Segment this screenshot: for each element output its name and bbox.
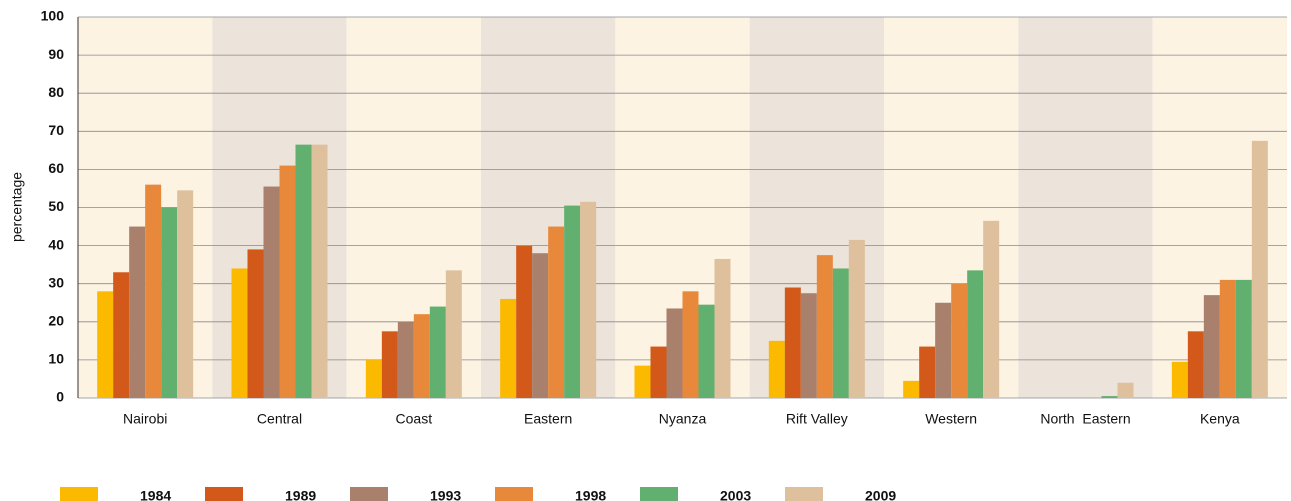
bar [1117,382,1134,398]
legend-swatch [205,487,243,501]
legend-label: 2009 [865,488,896,501]
bar [548,226,565,398]
bar [1219,279,1236,398]
bar [1101,396,1118,398]
x-tick-label: Nairobi [123,411,167,427]
bar [903,380,920,398]
bar [919,346,936,398]
bar [113,272,130,398]
bar [784,287,801,398]
bar [580,201,597,398]
bar [500,298,517,398]
bar [951,283,968,398]
bar [161,207,178,398]
bar [935,302,952,398]
legend-swatch [495,487,533,501]
bar [983,220,1000,398]
bar [800,293,817,398]
bar [564,205,581,398]
bar [832,268,849,398]
bar [445,270,462,398]
bar [1235,279,1252,398]
legend-label: 1998 [575,488,606,501]
bar [768,340,785,398]
x-tick-label: Eastern [524,411,572,427]
y-tick-label: 40 [48,236,64,252]
legend-label: 2003 [720,488,751,501]
bar [247,249,264,398]
legend-swatch [640,487,678,501]
bar [1187,331,1204,398]
bar [650,346,667,398]
bar [1251,140,1268,398]
bar [1203,295,1220,398]
bar [177,190,194,398]
bar [145,184,162,398]
bar [295,144,312,398]
bar [682,291,699,398]
x-tick-label: Central [257,411,302,427]
bar [397,321,414,398]
y-axis-label: percentage [9,172,25,242]
x-tick-label: Rift Valley [786,411,848,427]
y-tick-label: 90 [48,46,64,62]
bar [231,268,248,398]
bar [967,270,984,398]
y-tick-label: 50 [48,198,64,214]
bar [311,144,328,398]
bar [714,258,731,398]
bar [1171,361,1188,398]
bar [279,165,296,398]
x-tick-label: North Eastern [1040,411,1130,427]
bar [381,331,398,398]
x-tick-label: Nyanza [659,411,707,427]
bar [365,359,382,398]
y-tick-label: 80 [48,84,64,100]
legend-label: 1989 [285,488,316,501]
y-tick-label: 70 [48,122,64,138]
legend-label: 1984 [140,488,171,501]
legend-swatch [60,487,98,501]
y-tick-label: 60 [48,160,64,176]
y-tick-label: 10 [48,351,64,367]
y-tick-label: 30 [48,274,64,290]
y-tick-label: 0 [56,389,64,405]
x-tick-label: Kenya [1200,411,1240,427]
bar [129,226,146,398]
bar [816,255,833,398]
bar [263,186,280,398]
bar [97,291,114,398]
bar [532,253,549,398]
legend-label: 1993 [430,488,461,501]
bar [698,304,715,398]
bar [429,306,446,398]
legend-swatch [785,487,823,501]
bar [516,245,533,398]
bar [413,314,430,398]
bar [634,365,651,398]
y-tick-label: 20 [48,313,64,329]
x-tick-label: Coast [396,411,433,427]
x-tick-label: Western [925,411,977,427]
bar [848,239,865,398]
legend-swatch [350,487,388,501]
y-tick-label: 100 [41,8,65,24]
bar [666,308,683,398]
